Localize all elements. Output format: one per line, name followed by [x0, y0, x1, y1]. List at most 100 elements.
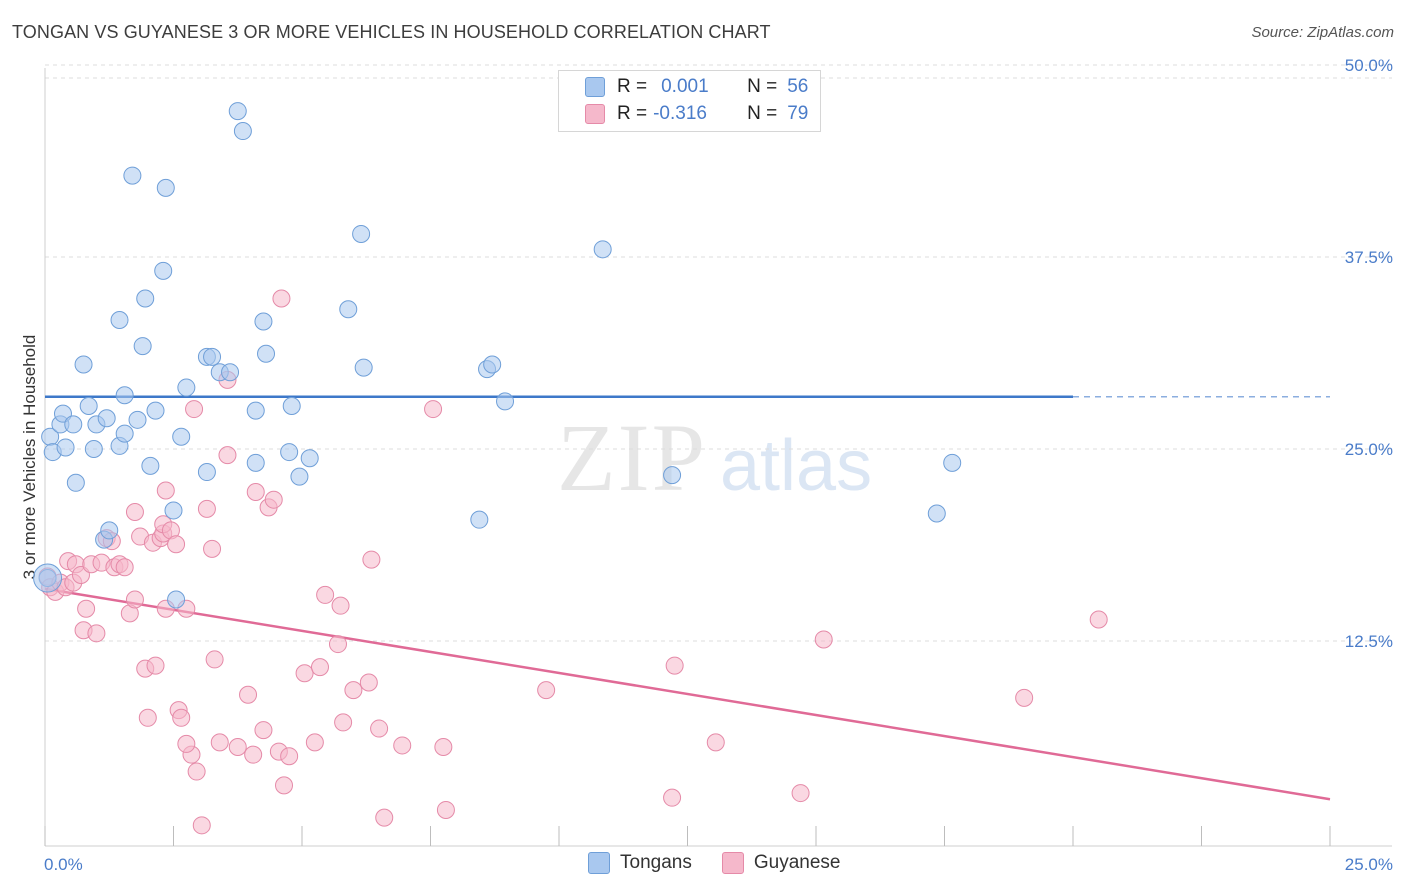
guyanese-point [275, 776, 294, 795]
tongans-point [115, 386, 134, 405]
tongans-point [470, 510, 489, 529]
tongans-point [74, 355, 93, 374]
guyanese-point [334, 713, 353, 732]
tongans-legend-swatch [588, 852, 610, 874]
tongans-point [79, 396, 98, 415]
bottom-legend: Tongans Guyanese [588, 852, 870, 874]
guyanese-point [272, 289, 291, 308]
guyanese-point [125, 590, 144, 609]
source-label: Source: ZipAtlas.com [1251, 24, 1394, 41]
guyanese-point [146, 656, 165, 675]
guyanese-point [537, 681, 556, 700]
guyanese-point [434, 737, 453, 756]
bottom-legend-tongans: Tongans [588, 852, 692, 874]
guyanese-point [424, 400, 443, 419]
guyanese-n-value: 79 [787, 103, 809, 124]
guyanese-point [344, 681, 363, 700]
y-tick-label: 37.5% [1345, 248, 1393, 267]
tongans-point [354, 358, 373, 377]
tongans-point [483, 355, 502, 374]
guyanese-point [359, 673, 378, 692]
tongans-point [282, 396, 301, 415]
tongans-legend-label: Tongans [620, 852, 692, 873]
tongans-point [66, 473, 85, 492]
x-tick-labels: 0.0% 25.0% [44, 855, 1393, 874]
legend: R = 0.001 N = 56 R = -0.316 N = 79 [558, 70, 821, 132]
guyanese-r-label: R = [617, 103, 648, 124]
tongans-point [115, 424, 134, 443]
tongans-point [84, 440, 103, 458]
tongans-point [156, 178, 175, 197]
guyanese-point [197, 499, 216, 518]
tongans-point [146, 401, 165, 420]
tongans-point [64, 415, 83, 434]
tongans-point [164, 501, 183, 520]
guyanese-point [87, 624, 106, 643]
y-tick-label: 12.5% [1345, 632, 1393, 651]
tongans-point [663, 466, 682, 485]
guyanese-point [310, 658, 329, 677]
tongans-point [133, 337, 152, 356]
guyanese-legend-label: Guyanese [753, 852, 841, 873]
tongans-point [172, 427, 191, 446]
tongans-point [228, 102, 247, 121]
tongans-point [280, 443, 299, 462]
chart-title: TONGAN VS GUYANESE 3 OR MORE VEHICLES IN… [12, 22, 771, 42]
tongans-point [300, 449, 319, 468]
x-tick-label-min: 0.0% [44, 855, 83, 874]
tongans-point [136, 289, 155, 308]
guyanese-trend-line [44, 587, 1331, 801]
guyanese-point [239, 685, 258, 704]
guyanese-point [791, 784, 810, 803]
tongans-point [167, 590, 186, 609]
guyanese-point [393, 736, 412, 755]
guyanese-point [187, 762, 206, 781]
tongans-point [128, 410, 147, 429]
tongans-point [496, 392, 515, 411]
tongans-n-value: 56 [787, 76, 809, 97]
tongans-point [246, 401, 265, 420]
guyanese-point [280, 747, 299, 766]
guyanese-point [138, 708, 157, 727]
trend-lines [44, 395, 1331, 801]
guyanese-legend-swatch [721, 852, 744, 874]
bottom-legend-guyanese: Guyanese [721, 852, 841, 874]
tongans-point [56, 438, 75, 457]
legend-row-tongans: R = 0.001 N = 56 [585, 74, 808, 100]
guyanese-point [295, 664, 314, 683]
tongans-point [290, 467, 309, 486]
guyanese-point [264, 490, 283, 509]
guyanese-point [156, 481, 175, 500]
tongans-n-label: N = [747, 76, 778, 97]
guyanese-point [185, 400, 204, 419]
y-tick-label: 25.0% [1345, 440, 1393, 459]
tongans-point [197, 463, 216, 482]
guyanese-point [362, 550, 381, 569]
guyanese-point [375, 808, 394, 827]
tongans-point [254, 312, 273, 331]
data-points [33, 102, 1108, 835]
guyanese-point [814, 630, 833, 649]
tongans-point [246, 453, 265, 472]
guyanese-point [316, 585, 335, 604]
tongans-point [593, 240, 612, 259]
grid [45, 64, 1392, 642]
legend-row-guyanese: R = -0.316 N = 79 [585, 101, 808, 127]
tongans-point [257, 344, 276, 363]
guyanese-point [246, 483, 265, 502]
guyanese-point [244, 745, 263, 764]
guyanese-point [125, 502, 144, 521]
tongans-r-value: 0.001 [661, 76, 709, 97]
guyanese-point [1089, 610, 1108, 629]
x-tick-label-max: 25.0% [1345, 855, 1393, 874]
watermark-zip: ZIP [557, 404, 707, 511]
guyanese-point [77, 599, 96, 618]
guyanese-point [172, 708, 191, 727]
watermark-atlas: atlas [720, 426, 872, 506]
guyanese-r-value: -0.316 [653, 103, 707, 124]
tongans-r-label: R = [617, 76, 648, 97]
guyanese-point [205, 650, 224, 669]
tongans-point [943, 453, 962, 472]
guyanese-point [203, 539, 222, 558]
